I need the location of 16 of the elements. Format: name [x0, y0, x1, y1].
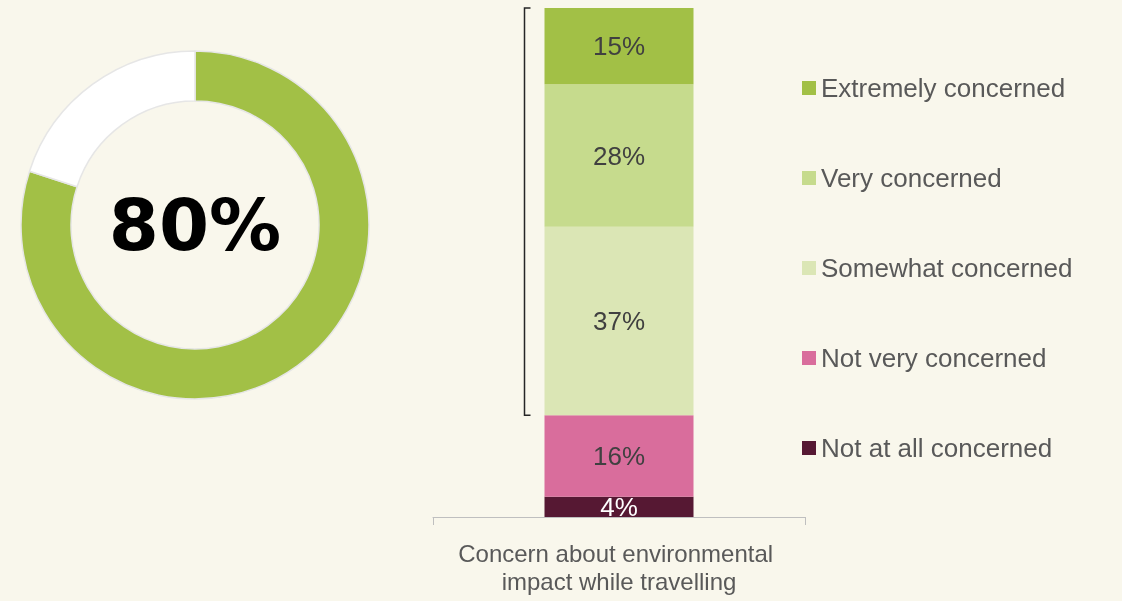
data-label: 4% — [600, 491, 638, 522]
bar — [544, 8, 694, 85]
bar — [544, 415, 694, 497]
data-label: 15% — [592, 31, 646, 62]
x-tick-label: Concern about environmental impact while travelling — [458, 539, 780, 595]
data-label: 16% — [592, 440, 646, 471]
bar — [544, 84, 694, 227]
data-label: 28% — [592, 140, 646, 171]
legend-label: Not at all concerned — [821, 433, 1053, 463]
legend-label: Somewhat concerned — [821, 253, 1073, 283]
bar — [544, 226, 694, 416]
text: 80% — [108, 183, 282, 267]
legend-label: Extremely concerned — [821, 73, 1066, 103]
legend-label: Very concerned — [821, 163, 1002, 193]
legend-label: Not very concerned — [821, 343, 1047, 373]
data-label: 37% — [592, 306, 646, 337]
